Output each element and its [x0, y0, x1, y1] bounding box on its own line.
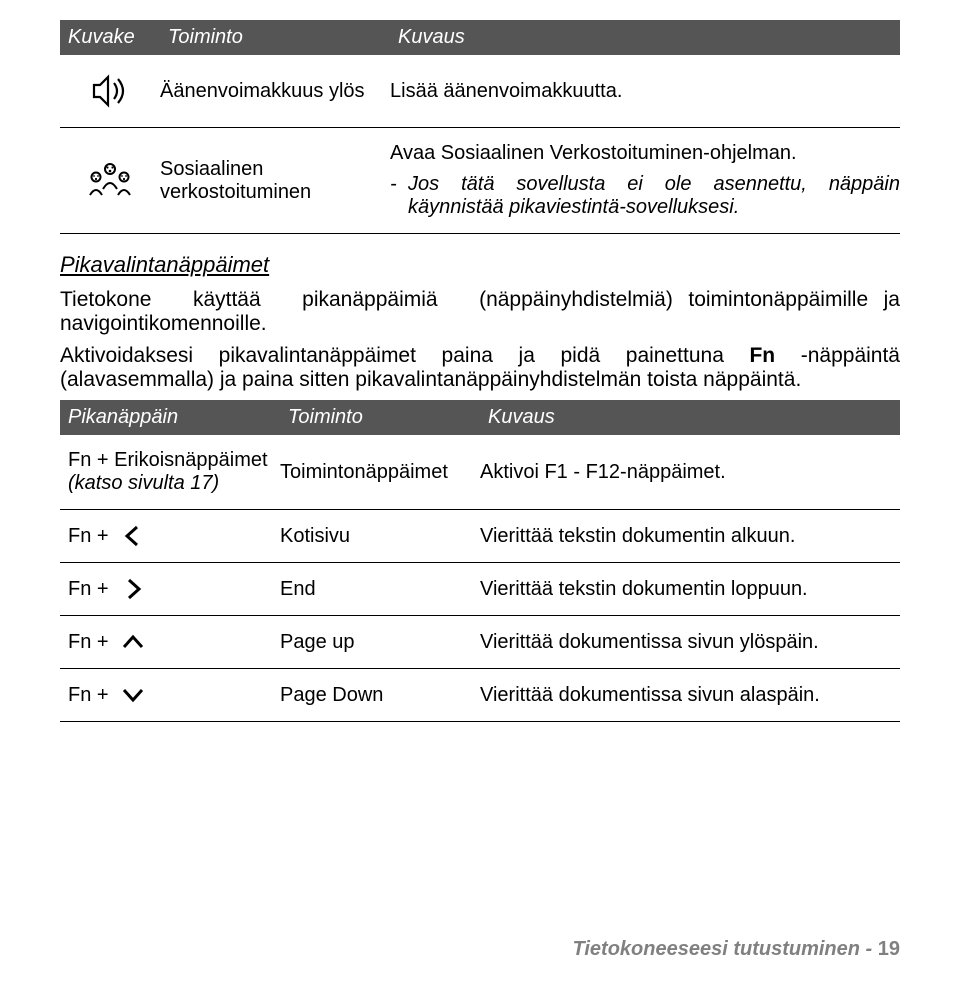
table1-header-func: Toiminto: [160, 20, 390, 55]
table1-header-icon: Kuvake: [60, 20, 160, 55]
table2-key: Fn +: [60, 683, 280, 707]
table1-func: Äänenvoimakkuus ylös: [160, 80, 390, 103]
section-p2: Aktivoidaksesi pikavalintanäppäimet pain…: [60, 344, 900, 392]
section-title: Pikavalintanäppäimet: [60, 252, 900, 278]
chevron-down-icon: [120, 683, 146, 707]
section-p1-a: Tietokone käyttää pikanäppäimiä (näppäin…: [60, 288, 673, 311]
table2-row: Fn + Page Down Vierittää dokumentissa si…: [60, 669, 900, 722]
table2-desc: Vierittää tekstin dokumentin loppuun.: [480, 578, 900, 601]
table2-desc: Vierittää dokumentissa sivun ylöspäin.: [480, 631, 900, 654]
table2-row: Fn + Kotisivu Vierittää tekstin dokument…: [60, 510, 900, 563]
chevron-right-icon: [120, 577, 146, 601]
table2-key: Fn + Erikoisnäppäimet (katso sivulta 17): [60, 449, 280, 495]
table2-func: Page Down: [280, 684, 480, 707]
footer-page: 19: [878, 938, 900, 960]
table2-header-func: Toiminto: [280, 400, 480, 435]
table2-func: Toimintonäppäimet: [280, 461, 480, 484]
table2-header-key: Pikanäppäin: [60, 400, 280, 435]
table2-desc: Vierittää tekstin dokumentin alkuun.: [480, 525, 900, 548]
section-p1: Tietokone käyttää pikanäppäimiä (näppäin…: [60, 288, 900, 336]
table2-header-desc: Kuvaus: [480, 400, 900, 435]
table1-header: Kuvake Toiminto Kuvaus: [60, 20, 900, 55]
table1-row: Äänenvoimakkuus ylös Lisää äänenvoimakku…: [60, 55, 900, 128]
table2-desc: Vierittää dokumentissa sivun alaspäin.: [480, 684, 900, 707]
table1-desc-note: Jos tätä sovellusta ei ole asennettu, nä…: [390, 173, 900, 219]
table1-desc-main: Avaa Sosiaalinen Verkostoituminen-ohjelm…: [390, 142, 900, 165]
table2-header: Pikanäppäin Toiminto Kuvaus: [60, 400, 900, 435]
table1-desc: Avaa Sosiaalinen Verkostoituminen-ohjelm…: [390, 142, 900, 219]
social-icon: [60, 159, 160, 203]
page-footer: Tietokoneeseesi tutustuminen - 19: [573, 938, 901, 961]
table2-key: Fn +: [60, 524, 280, 548]
table1-header-desc: Kuvaus: [390, 20, 900, 55]
chevron-up-icon: [120, 630, 146, 654]
table2-desc: Aktivoi F1 - F12-näppäimet.: [480, 461, 900, 484]
footer-title: Tietokoneeseesi tutustuminen -: [573, 938, 873, 960]
chevron-left-icon: [120, 524, 146, 548]
table1-row: Sosiaalinen verkostoituminen Avaa Sosiaa…: [60, 128, 900, 234]
table1-func: Sosiaalinen verkostoituminen: [160, 158, 390, 204]
table2-key: Fn +: [60, 577, 280, 601]
table2-row: Fn + Erikoisnäppäimet (katso sivulta 17)…: [60, 435, 900, 510]
table2-row: Fn + End Vierittää tekstin dokumentin lo…: [60, 563, 900, 616]
table1-desc: Lisää äänenvoimakkuutta.: [390, 80, 900, 103]
table2-func: Page up: [280, 631, 480, 654]
table2-row: Fn + Page up Vierittää dokumentissa sivu…: [60, 616, 900, 669]
table2-key: Fn +: [60, 630, 280, 654]
table2-func: Kotisivu: [280, 525, 480, 548]
speaker-icon: [60, 69, 160, 113]
table2-func: End: [280, 578, 480, 601]
